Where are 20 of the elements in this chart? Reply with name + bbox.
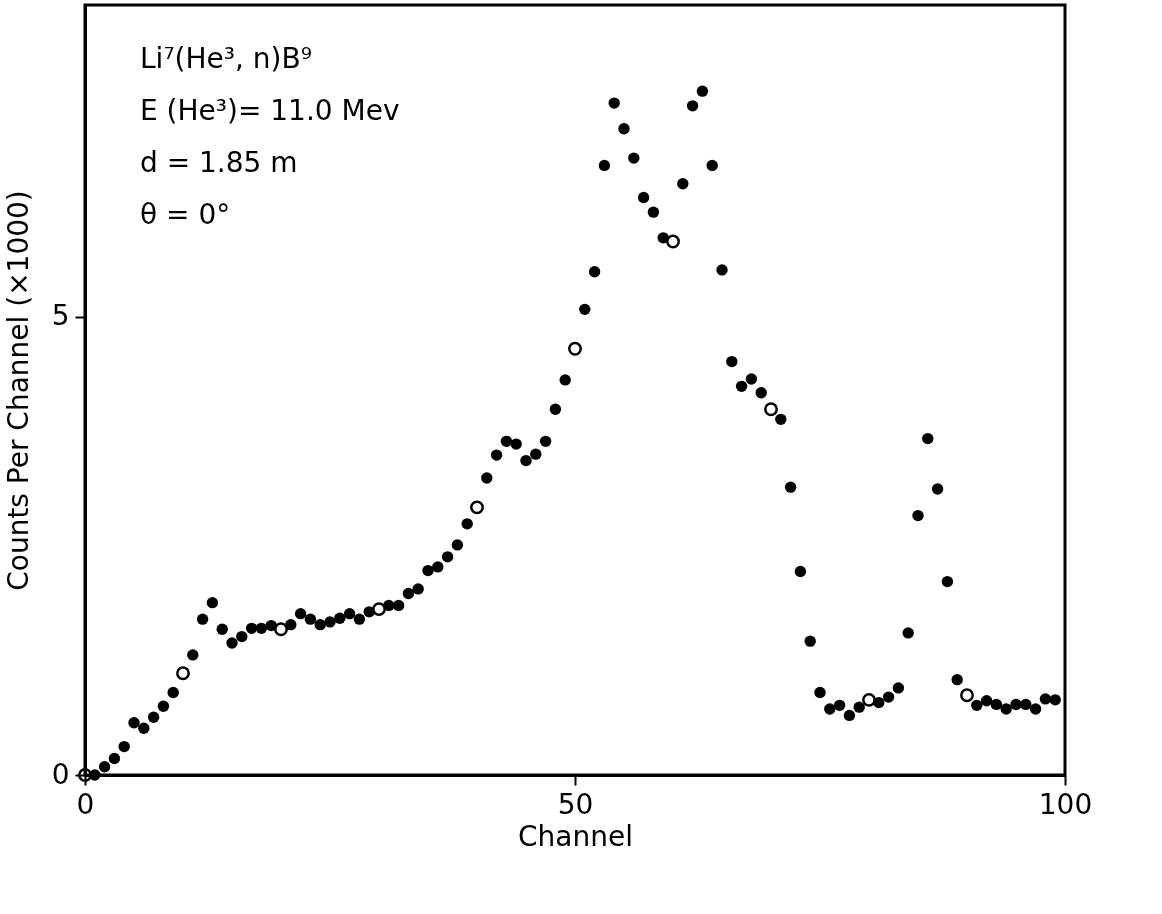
x-tick-label: 50 — [557, 787, 594, 821]
point — [568, 341, 582, 356]
point — [176, 666, 190, 681]
point — [960, 688, 974, 703]
annotation: d = 1.85 m — [140, 146, 298, 179]
x-tick-label: 100 — [1038, 787, 1093, 821]
y-axis-title: Counts Per Channel (×1000) — [1, 190, 35, 591]
point — [862, 692, 876, 707]
point — [372, 602, 386, 617]
x-axis-title: Channel — [518, 819, 633, 853]
point — [274, 622, 288, 637]
point — [470, 500, 484, 515]
y-tick-label: 5 — [51, 299, 70, 333]
annotation: E (He³)= 11.0 Mev — [140, 94, 400, 127]
point — [666, 234, 680, 249]
x-tick-label: 0 — [76, 787, 95, 821]
point — [78, 768, 92, 782]
annotation: θ = 0° — [140, 198, 231, 231]
annotation: Li⁷(He³, n)B⁹ — [140, 42, 312, 75]
point — [764, 402, 778, 417]
